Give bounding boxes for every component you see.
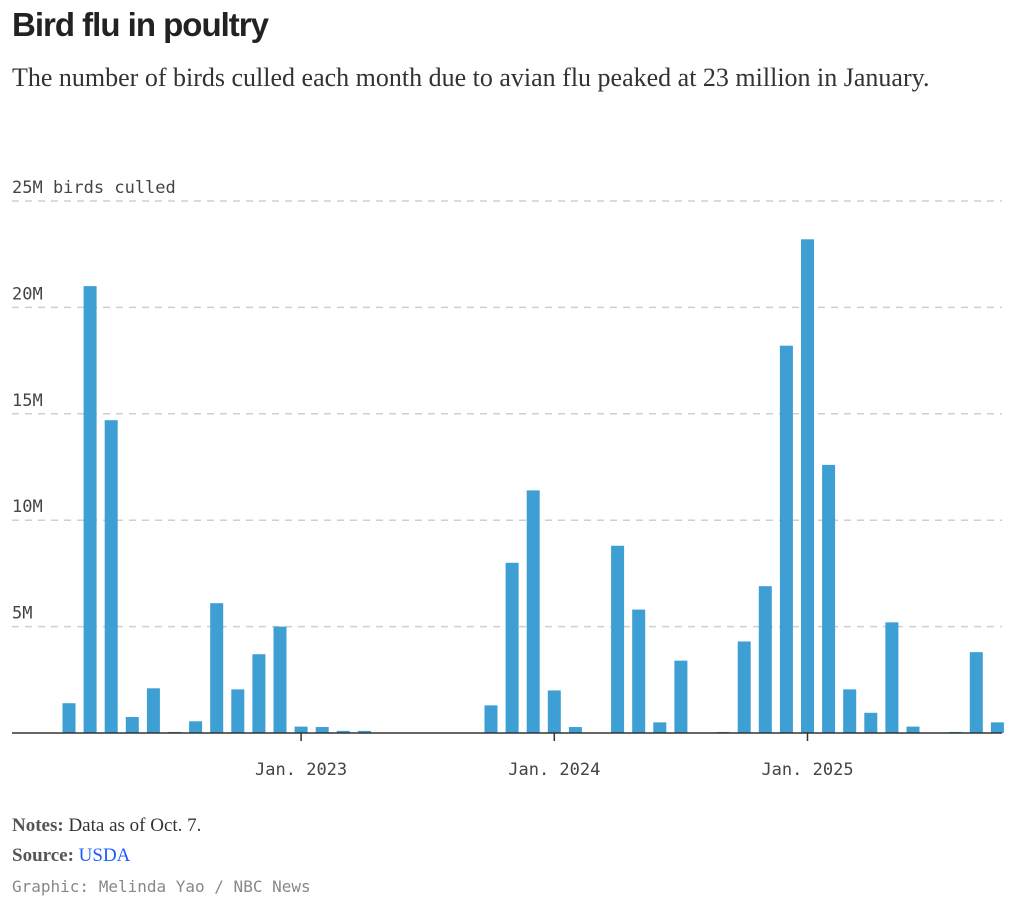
bar-2025-10 xyxy=(990,722,1004,733)
chart-subtitle: The number of birds culled each month du… xyxy=(12,63,930,92)
bar-2025-02 xyxy=(822,464,836,733)
bar-2024-07 xyxy=(674,660,688,733)
y-tick-label: 15M xyxy=(12,391,43,411)
bar-2023-01 xyxy=(294,726,308,733)
y-tick-label: 10M xyxy=(12,497,43,517)
bar-2022-10 xyxy=(231,689,245,733)
chart-title: Bird flu in poultry xyxy=(12,6,269,43)
bar-2022-04 xyxy=(104,420,118,733)
bar-2025-01 xyxy=(801,239,814,733)
bar-2023-12 xyxy=(526,490,540,733)
x-tick-label: Jan. 2023 xyxy=(255,760,347,780)
bar-2023-03 xyxy=(336,730,350,733)
notes-text: Data as of Oct. 7. xyxy=(63,815,202,836)
bar-2025-09 xyxy=(969,652,983,733)
bar-2023-02 xyxy=(315,727,329,733)
bar-2022-05 xyxy=(125,717,139,733)
bar-2022-12 xyxy=(273,626,287,733)
bar-2022-11 xyxy=(252,654,266,733)
source-link[interactable]: USDA xyxy=(78,845,131,866)
bar-2025-03 xyxy=(843,689,857,733)
source: Source: USDA xyxy=(12,845,130,867)
bar-2023-10 xyxy=(484,705,498,733)
bar-2022-06 xyxy=(146,688,160,733)
bar-2024-06 xyxy=(653,722,667,733)
bar-2024-05 xyxy=(632,609,646,733)
source-label: Source: xyxy=(12,845,74,866)
notes-label: Notes: xyxy=(12,815,64,836)
x-tick-label: Jan. 2024 xyxy=(508,760,600,780)
bar-2024-12 xyxy=(779,345,793,733)
y-tick-label: 25M birds culled xyxy=(12,178,176,198)
bar-2023-04 xyxy=(357,730,371,733)
x-tick-label: Jan. 2025 xyxy=(761,760,853,780)
bar-2024-02 xyxy=(568,727,582,733)
y-tick-label: 5M xyxy=(12,604,32,624)
bar-2024-11 xyxy=(758,586,772,733)
bar-2025-06 xyxy=(906,726,920,733)
y-tick-label: 20M xyxy=(12,284,43,304)
bar-2023-11 xyxy=(505,562,519,733)
bar-2024-01 xyxy=(547,690,561,733)
bar-2022-02 xyxy=(62,703,76,733)
bar-2025-05 xyxy=(885,622,899,733)
bar-2022-03 xyxy=(83,286,97,733)
bar-2024-10 xyxy=(737,641,751,733)
credit: Graphic: Melinda Yao / NBC News xyxy=(12,877,311,896)
notes: Notes: Data as of Oct. 7. xyxy=(12,815,201,837)
bar-chart: 5M 10M 15M 20M 25M birds culled Jan. 2023 Jan.… xyxy=(12,178,1004,780)
bar-2025-04 xyxy=(864,712,878,733)
bar-2022-09 xyxy=(210,603,224,733)
bar-2024-04 xyxy=(611,545,625,733)
bar-2022-08 xyxy=(189,721,203,733)
